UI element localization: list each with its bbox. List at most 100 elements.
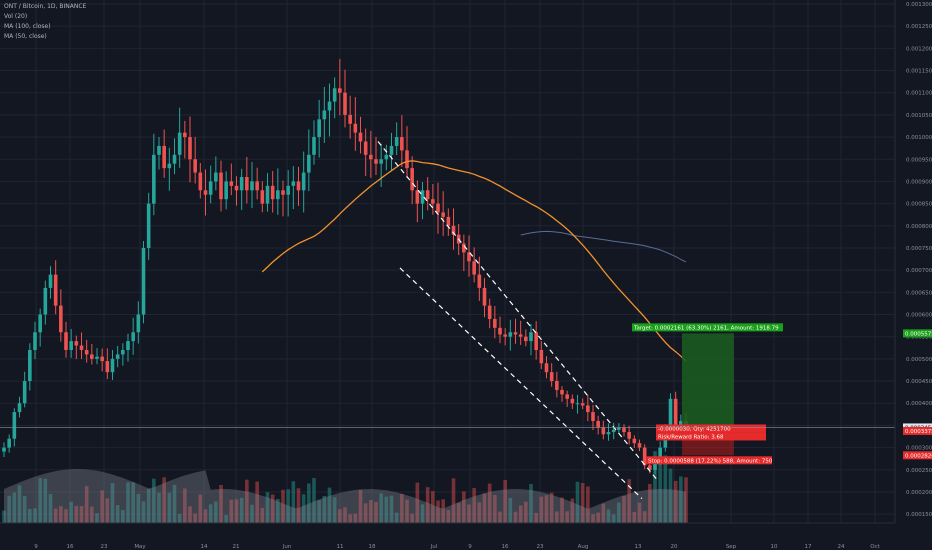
volume-bar <box>348 514 352 523</box>
volume-bar <box>518 505 523 523</box>
candle-body <box>363 141 368 155</box>
candle-body <box>389 145 394 155</box>
volume-bar <box>22 496 27 523</box>
candle-body <box>431 199 435 204</box>
volume-bar <box>90 506 94 523</box>
symbol-title: ONT / Bitcoin, 1D, BINANCE <box>4 3 87 10</box>
candle-body <box>560 389 564 395</box>
candle-body <box>276 190 280 200</box>
volume-bar <box>363 503 368 523</box>
volume-bar <box>673 480 678 523</box>
candle-body <box>136 314 141 333</box>
candle-body <box>570 398 575 404</box>
candle-body <box>394 137 399 146</box>
candle-body <box>183 132 187 138</box>
volume-bar <box>580 483 585 523</box>
candle-body <box>53 274 58 306</box>
volume-ma-area <box>4 469 686 523</box>
volume-bar <box>586 486 590 523</box>
candle-body <box>95 356 99 359</box>
candle-body <box>637 443 642 448</box>
trend-channel <box>377 141 659 500</box>
time-tick-label: 23 <box>537 544 544 550</box>
time-tick-label: 24 <box>838 544 845 550</box>
candle-body <box>653 460 657 470</box>
volume-bar <box>327 487 332 523</box>
channel-upper-line[interactable] <box>377 141 659 482</box>
volume-bar <box>322 495 327 523</box>
volume-bar <box>203 509 208 523</box>
volume-bar <box>503 479 507 523</box>
ma100-indicator-label[interactable]: MA (100, close) <box>4 23 51 30</box>
volume-bar <box>389 495 394 523</box>
candle-body <box>493 318 497 328</box>
candle-body <box>462 243 466 253</box>
volume-bar <box>48 494 53 523</box>
candle-body <box>90 354 94 359</box>
rr-label-bg <box>656 432 766 441</box>
candlesticks <box>2 58 688 475</box>
ma50-indicator-label[interactable]: MA (50, close) <box>4 33 47 40</box>
channel-lower-line[interactable] <box>399 267 643 500</box>
volume-bar <box>245 479 249 523</box>
volume-bar <box>591 514 595 523</box>
volume-bar <box>167 492 172 523</box>
volume-bar <box>560 497 564 523</box>
volume-bar <box>291 481 296 523</box>
candle-body <box>2 447 6 452</box>
volume-bar <box>679 476 683 523</box>
candle-body <box>632 438 637 444</box>
candle-body <box>79 345 84 350</box>
candle-body <box>420 190 425 204</box>
volume-bar <box>126 482 130 523</box>
candle-body <box>105 361 110 373</box>
volume-bar <box>12 492 17 523</box>
candle-body <box>477 274 482 288</box>
candle-body <box>539 350 544 364</box>
candle-body <box>451 225 456 235</box>
volume-bar <box>229 499 234 523</box>
price-tick-label: 0.0001500 <box>906 512 932 518</box>
candle-body <box>219 172 223 200</box>
candle-body <box>126 341 130 350</box>
candle-body <box>487 305 492 319</box>
time-tick-label: 9 <box>34 544 38 550</box>
candle-body <box>291 181 296 186</box>
candle-body <box>673 398 678 426</box>
volume-bar <box>462 491 466 523</box>
volume-bar <box>648 483 652 523</box>
volume-indicator-label[interactable]: Vol (20) <box>4 13 28 20</box>
volume-bar <box>668 468 673 523</box>
volume-bar <box>394 512 399 523</box>
price-tag: 0.0002826 <box>905 453 932 459</box>
candle-body <box>43 287 48 315</box>
candle-body <box>617 427 621 430</box>
candle-body <box>524 336 528 342</box>
volume-bar <box>38 478 42 523</box>
time-tick-label: 23 <box>101 544 108 550</box>
volume-bar <box>498 511 502 523</box>
time-axis: 9 16 23 May 14 21 Jun 11 18 Jul 9 16 23 Aug 13 20 Sep 10 1… <box>0 522 895 550</box>
time-tick-label: 17 <box>805 544 812 550</box>
target-label: Target: 0.0002161 (63.30%) 2161, Amount:… <box>633 325 779 331</box>
candle-body <box>353 123 358 133</box>
volume-bar <box>632 511 637 523</box>
volume-bars <box>2 451 688 523</box>
candle-body <box>74 341 79 346</box>
time-tick-label: Jun <box>282 544 292 550</box>
price-tag: 0.0005575 <box>905 331 932 337</box>
candle-body <box>296 181 301 191</box>
candle-body <box>17 403 22 413</box>
volume-bar <box>477 502 482 523</box>
volume-bar <box>270 494 275 523</box>
time-tick-label: 20 <box>671 544 678 550</box>
volume-bar <box>79 506 84 523</box>
